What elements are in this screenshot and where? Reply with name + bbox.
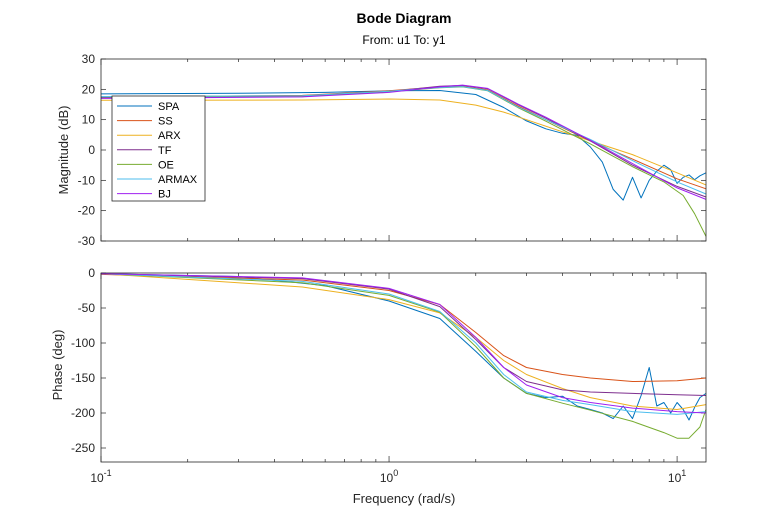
magnitude-frame	[100, 58, 707, 242]
legend-label-armax: ARMAX	[158, 174, 198, 186]
chart-subtitle: From: u1 To: y1	[362, 33, 445, 47]
phase-plot-area	[101, 273, 706, 462]
x-tick-label: 100	[380, 468, 398, 485]
chart-title: Bode Diagram	[357, 10, 452, 26]
phase-ytick-label: -150	[71, 371, 95, 385]
magnitude-line-spa	[100, 90, 707, 201]
magnitude-ytick-labels: 30 20 10 0 -10 -20 -30	[78, 52, 96, 248]
x-axis-label: Frequency (rad/s)	[353, 491, 456, 506]
phase-ytick-labels: 0 -50 -100 -150 -200 -250	[71, 266, 95, 455]
magnitude-ticks	[100, 58, 706, 242]
x-tick-label: 101	[668, 468, 686, 485]
magnitude-ytick-label: 10	[82, 113, 96, 127]
legend: SPA SS ARX TF OE ARMAX BJ	[111, 95, 206, 202]
phase-line-oe	[100, 273, 707, 439]
phase-lines	[100, 273, 707, 439]
x-tick-label: 10-1	[90, 468, 111, 485]
magnitude-lines	[100, 84, 707, 237]
phase-ytick-label: -100	[71, 336, 95, 350]
magnitude-ylabel: Magnitude (dB)	[56, 106, 71, 195]
phase-frame	[100, 272, 707, 463]
x-tick-labels: 10-1 100 101	[90, 468, 686, 485]
phase-ytick-label: -50	[78, 301, 96, 315]
phase-ylabel: Phase (deg)	[50, 330, 65, 401]
legend-label-tf: TF	[158, 145, 172, 157]
phase-ytick-label: -250	[71, 441, 95, 455]
phase-ytick-label: -200	[71, 406, 95, 420]
legend-box	[111, 95, 206, 202]
phase-axes: 0 -50 -100 -150 -200 -250 Phase (deg)	[50, 266, 707, 463]
phase-line-tf	[100, 273, 707, 396]
magnitude-ytick-label: -20	[78, 204, 96, 218]
legend-label-oe: OE	[158, 159, 174, 171]
phase-line-spa	[100, 273, 707, 421]
magnitude-ytick-label: 30	[82, 52, 96, 66]
magnitude-ytick-label: -30	[78, 234, 96, 248]
magnitude-line-bj	[100, 84, 707, 200]
phase-line-armax	[100, 273, 707, 415]
legend-label-bj: BJ	[158, 189, 171, 201]
legend-label-spa: SPA	[158, 101, 180, 113]
legend-items: SPA SS ARX TF OE ARMAX BJ	[117, 101, 198, 201]
phase-line-ss	[100, 273, 707, 382]
magnitude-axes: 30 20 10 0 -10 -20 -30 Magnitude (dB) SPA SS ARX…	[56, 52, 707, 248]
legend-label-ss: SS	[158, 116, 173, 128]
magnitude-line-armax	[100, 86, 707, 195]
phase-line-bj	[100, 273, 707, 414]
magnitude-ytick-label: 0	[88, 143, 95, 157]
legend-label-arx: ARX	[158, 130, 181, 142]
magnitude-line-arx	[100, 98, 707, 186]
magnitude-ytick-label: 20	[82, 82, 96, 96]
phase-ytick-label: 0	[88, 266, 95, 280]
phase-line-arx	[100, 273, 707, 410]
magnitude-ytick-label: -10	[78, 173, 96, 187]
